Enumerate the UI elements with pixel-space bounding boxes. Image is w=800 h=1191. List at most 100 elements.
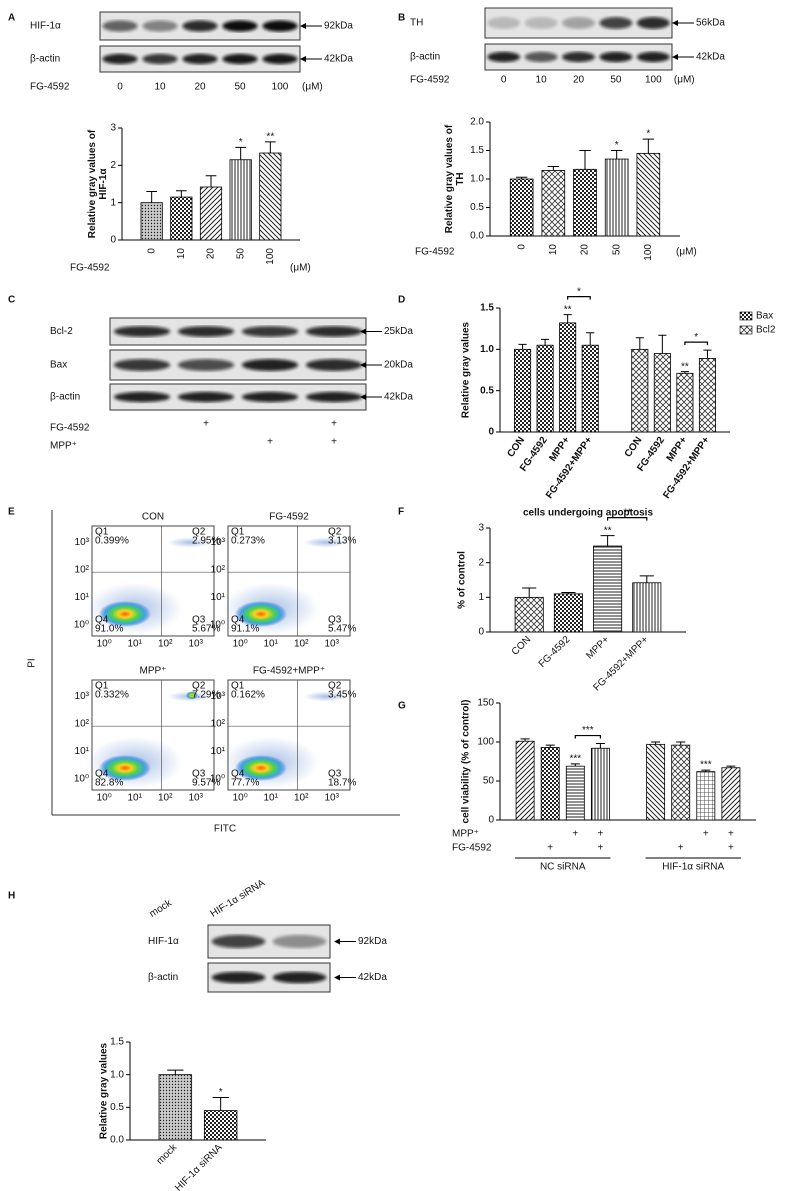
bracket-label: *** [582,725,594,736]
bar [140,202,163,241]
quadrant-name: Q3 [192,615,206,626]
quadrant-value: 3.45% [328,690,356,701]
flow-density [234,755,287,781]
quadrant-name: Q1 [231,681,245,692]
blot-band [102,20,138,32]
flow-y-tick-label: 10¹ [211,746,226,757]
panel-label: B [398,13,405,24]
flow-y-tick-label: 10¹ [75,592,90,603]
error-bar [610,150,623,160]
treatment-mark: + [728,829,734,840]
bar [653,353,671,433]
y-tick-label: 0.5 [480,385,494,396]
flow-title: CON [142,512,164,523]
flow-x-tick-label: 10¹ [263,793,278,804]
blot-row-label: β-actin [50,392,80,403]
blot-band [562,51,595,63]
significance-bracket [607,517,648,521]
kda-label: 20kDa [384,360,413,371]
significance-mark: ** [564,304,572,315]
significance-bracket [567,296,591,300]
kda-label: 42kDa [696,52,725,63]
kda-label: 92kDa [358,936,387,947]
blot-band [599,17,633,29]
y-tick-label: 3 [478,523,484,534]
y-tick-label: 1.0 [480,344,494,355]
bar [671,744,691,821]
flow-title: FG-4592+MPP⁺ [253,666,325,677]
quadrant-value: 0.332% [95,690,129,701]
error-bar [563,314,572,323]
flow-y-tick-label: 10² [75,719,90,730]
x-tick-label: 100 [265,248,276,265]
flow-y-label: PI [27,658,38,667]
quadrant-name: Q2 [328,527,342,538]
flow-x-tick-label: 10³ [188,639,203,650]
y-tick-label: 150 [477,698,494,709]
bracket-label: ** [623,507,631,518]
quadrant-name: Q3 [328,769,342,780]
treatment-mark: + [572,829,578,840]
y-axis-label: cell viability (% of control) [461,700,472,824]
bracket-label: * [577,286,581,297]
significance-mark: *** [569,753,581,764]
bar [509,178,534,237]
treatment-label: FG-4592 [410,75,450,86]
blot-band [177,391,235,403]
flow-density [98,601,151,627]
significance-bracket [684,341,709,346]
quadrant-name: Q2 [328,681,342,692]
y-tick-label: 3 [110,123,116,134]
y-tick-label: 1 [110,197,116,208]
panel-label: A [8,13,15,24]
bar [559,322,577,433]
blot-row-label: HIF-1α [30,21,61,32]
y-tick-label: 2 [478,557,484,568]
treatment-label: FG-4592 [50,423,90,434]
group-label: NC siRNA [540,862,586,873]
error-bar [600,535,615,547]
blot-band [305,326,363,337]
significance-mark: * [615,140,619,151]
flow-y-tick-label: 10⁰ [74,774,89,785]
panel-label: D [398,295,405,306]
quadrant-value: 91.1% [231,624,259,635]
quadrant-name: Q4 [95,769,109,780]
x-axis-label: FG-4592 [70,263,110,274]
flow-y-tick-label: 10³ [75,691,90,702]
y-axis-label: % of control [457,551,468,609]
blot-band [636,51,670,63]
bar [676,372,694,433]
error-bar [235,146,247,160]
chart-title: cells undergoing apoptosis [523,508,653,519]
treatment-mark: + [597,829,603,840]
flow-density [186,691,199,700]
bar [581,344,599,433]
kda-label: 42kDa [384,392,413,403]
flow-y-tick-label: 10¹ [211,592,226,603]
quadrant-name: Q4 [231,615,245,626]
x-tick-label: 50 [235,248,246,260]
blot-band [524,51,558,63]
bar [199,186,223,241]
bar [573,168,597,237]
kda-label: 92kDa [324,21,353,32]
treatment-mark: + [547,843,553,854]
y-tick-label: 2.0 [470,117,484,128]
flow-y-tick-label: 10² [211,565,226,576]
y-tick-label: 50 [483,776,495,787]
x-tick-label: 50 [611,244,622,256]
blot-band [177,359,235,371]
error-bar [570,763,580,767]
dose-label: 0 [117,82,123,93]
blot-band [487,17,521,29]
panel-label: F [398,507,404,518]
quadrant-name: Q2 [192,527,206,538]
blot-band [113,359,171,371]
error-bar [520,738,530,742]
error-bar [703,349,712,359]
blot-row-label: β-actin [410,52,440,63]
blot-band [241,326,299,337]
significance-mark: ** [266,131,274,142]
kda-label: 42kDa [324,54,353,65]
